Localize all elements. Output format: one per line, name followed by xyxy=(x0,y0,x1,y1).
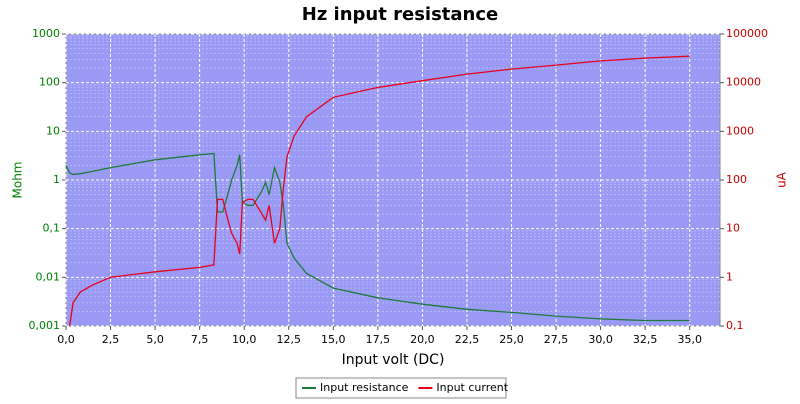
x-tick-label: 7,5 xyxy=(191,333,209,346)
y2-tick-label: 10000 xyxy=(726,76,761,89)
x-tick-label: 12,5 xyxy=(277,333,302,346)
series-line xyxy=(68,55,690,327)
y-tick-label: 1 xyxy=(53,173,60,186)
y2-tick-label: 0,1 xyxy=(726,319,744,332)
series-line xyxy=(65,152,690,322)
y2-tick-label: 10 xyxy=(726,222,740,235)
x-tick-label: 30,0 xyxy=(588,333,613,346)
x-tick-label: 0,0 xyxy=(57,333,75,346)
y-tick-label: 100 xyxy=(39,76,60,89)
y2-tick-label: 100 xyxy=(726,173,747,186)
x-tick-label: 22,5 xyxy=(455,333,480,346)
x-tick-label: 35,0 xyxy=(677,333,702,346)
x-tick-label: 20,0 xyxy=(410,333,435,346)
y2-tick-label: 1000 xyxy=(726,124,754,137)
x-tick-label: 17,5 xyxy=(366,333,391,346)
x-tick-label: 27,5 xyxy=(544,333,569,346)
y-tick-label: 0,1 xyxy=(43,222,61,235)
y-tick-label: 0,001 xyxy=(29,319,61,332)
x-tick-label: 32,5 xyxy=(633,333,658,346)
legend-label: Input resistance xyxy=(320,381,409,394)
y2-tick-label: 1 xyxy=(726,270,733,283)
legend-box xyxy=(295,377,507,399)
y2-axis-label: uA xyxy=(775,171,789,188)
y2-tick-label: 100000 xyxy=(726,27,768,40)
x-tick-label: 5,0 xyxy=(146,333,164,346)
x-tick-label: 10,0 xyxy=(232,333,257,346)
chart-title: Hz input resistance xyxy=(302,4,499,25)
x-axis-label: Input volt (DC) xyxy=(342,352,445,368)
legend-label: Input current xyxy=(436,381,508,394)
x-tick-label: 2,5 xyxy=(102,333,120,346)
y-tick-label: 0,01 xyxy=(36,270,61,283)
x-tick-label: 25,0 xyxy=(499,333,524,346)
y-tick-label: 10 xyxy=(46,124,60,137)
y-axis-label: Mohm xyxy=(11,162,25,199)
x-tick-label: 15,0 xyxy=(321,333,346,346)
y-tick-label: 1000 xyxy=(32,27,60,40)
